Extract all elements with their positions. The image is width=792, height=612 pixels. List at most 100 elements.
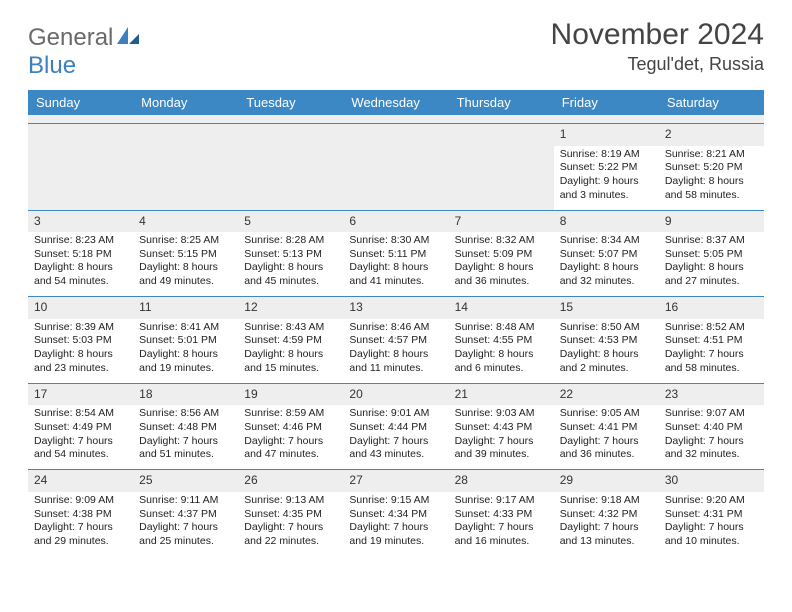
day-detail-line: and 6 minutes.	[455, 362, 548, 376]
day-detail-line: Sunset: 5:15 PM	[139, 248, 232, 262]
day-detail-line: Daylight: 8 hours	[349, 348, 442, 362]
day-detail-line: Daylight: 7 hours	[455, 435, 548, 449]
calendar-cell: 14Sunrise: 8:48 AMSunset: 4:55 PMDayligh…	[449, 297, 554, 384]
day-detail-line: Daylight: 7 hours	[139, 521, 232, 535]
day-content	[28, 146, 133, 210]
day-detail-line	[455, 189, 548, 203]
day-detail-line	[34, 175, 127, 189]
calendar-cell: 1Sunrise: 8:19 AMSunset: 5:22 PMDaylight…	[554, 124, 659, 211]
day-detail-line: Sunset: 5:05 PM	[665, 248, 758, 262]
day-detail-line: Sunrise: 8:54 AM	[34, 407, 127, 421]
calendar-cell: 11Sunrise: 8:41 AMSunset: 5:01 PMDayligh…	[133, 297, 238, 384]
day-detail-line: Sunset: 4:40 PM	[665, 421, 758, 435]
day-content: Sunrise: 8:37 AMSunset: 5:05 PMDaylight:…	[659, 232, 764, 296]
day-detail-line: Daylight: 8 hours	[665, 261, 758, 275]
day-number: 12	[238, 297, 343, 319]
day-detail-line: Sunset: 4:57 PM	[349, 334, 442, 348]
day-content: Sunrise: 9:13 AMSunset: 4:35 PMDaylight:…	[238, 492, 343, 556]
calendar-cell: 4Sunrise: 8:25 AMSunset: 5:15 PMDaylight…	[133, 210, 238, 297]
logo-text-blue: Blue	[28, 52, 76, 79]
day-detail-line: Sunset: 5:03 PM	[34, 334, 127, 348]
day-detail-line: and 43 minutes.	[349, 448, 442, 462]
logo-sail-icon	[117, 24, 139, 52]
day-detail-line: and 39 minutes.	[455, 448, 548, 462]
day-detail-line	[139, 189, 232, 203]
day-detail-line: Sunset: 5:13 PM	[244, 248, 337, 262]
calendar-cell: 7Sunrise: 8:32 AMSunset: 5:09 PMDaylight…	[449, 210, 554, 297]
calendar-cell	[238, 124, 343, 211]
day-detail-line: Sunrise: 9:18 AM	[560, 494, 653, 508]
calendar-cell	[133, 124, 238, 211]
day-detail-line: Sunset: 4:53 PM	[560, 334, 653, 348]
day-detail-line: Sunrise: 8:23 AM	[34, 234, 127, 248]
day-detail-line: Sunset: 4:32 PM	[560, 508, 653, 522]
day-detail-line: Sunrise: 8:37 AM	[665, 234, 758, 248]
day-detail-line: Sunrise: 9:03 AM	[455, 407, 548, 421]
day-content: Sunrise: 8:25 AMSunset: 5:15 PMDaylight:…	[133, 232, 238, 296]
day-content: Sunrise: 8:56 AMSunset: 4:48 PMDaylight:…	[133, 405, 238, 469]
day-content: Sunrise: 8:59 AMSunset: 4:46 PMDaylight:…	[238, 405, 343, 469]
day-content: Sunrise: 8:23 AMSunset: 5:18 PMDaylight:…	[28, 232, 133, 296]
day-detail-line: and 29 minutes.	[34, 535, 127, 549]
day-number: 1	[554, 124, 659, 146]
calendar-week: 24Sunrise: 9:09 AMSunset: 4:38 PMDayligh…	[28, 470, 764, 556]
day-header: Wednesday	[343, 90, 448, 115]
day-number: 11	[133, 297, 238, 319]
day-detail-line: Sunrise: 9:17 AM	[455, 494, 548, 508]
day-detail-line: and 3 minutes.	[560, 189, 653, 203]
calendar-cell: 19Sunrise: 8:59 AMSunset: 4:46 PMDayligh…	[238, 383, 343, 470]
day-detail-line: Sunset: 5:20 PM	[665, 161, 758, 175]
day-detail-line	[139, 148, 232, 162]
calendar-week: 10Sunrise: 8:39 AMSunset: 5:03 PMDayligh…	[28, 297, 764, 384]
day-detail-line	[244, 189, 337, 203]
day-detail-line: Sunrise: 8:30 AM	[349, 234, 442, 248]
day-content: Sunrise: 9:20 AMSunset: 4:31 PMDaylight:…	[659, 492, 764, 556]
day-detail-line: Sunset: 5:18 PM	[34, 248, 127, 262]
calendar-cell: 29Sunrise: 9:18 AMSunset: 4:32 PMDayligh…	[554, 470, 659, 556]
day-detail-line: and 23 minutes.	[34, 362, 127, 376]
day-detail-line	[34, 161, 127, 175]
day-number: 26	[238, 470, 343, 492]
day-number: 3	[28, 211, 133, 233]
day-content: Sunrise: 8:34 AMSunset: 5:07 PMDaylight:…	[554, 232, 659, 296]
calendar-cell: 30Sunrise: 9:20 AMSunset: 4:31 PMDayligh…	[659, 470, 764, 556]
day-detail-line: Sunrise: 8:46 AM	[349, 321, 442, 335]
day-content: Sunrise: 9:18 AMSunset: 4:32 PMDaylight:…	[554, 492, 659, 556]
day-detail-line: Sunrise: 9:01 AM	[349, 407, 442, 421]
location: Tegul'det, Russia	[551, 54, 764, 75]
day-detail-line: Sunset: 4:59 PM	[244, 334, 337, 348]
day-detail-line: Sunrise: 8:43 AM	[244, 321, 337, 335]
calendar-cell: 18Sunrise: 8:56 AMSunset: 4:48 PMDayligh…	[133, 383, 238, 470]
day-content: Sunrise: 9:11 AMSunset: 4:37 PMDaylight:…	[133, 492, 238, 556]
day-content: Sunrise: 8:46 AMSunset: 4:57 PMDaylight:…	[343, 319, 448, 383]
day-number: 29	[554, 470, 659, 492]
day-content	[238, 146, 343, 210]
day-content: Sunrise: 8:50 AMSunset: 4:53 PMDaylight:…	[554, 319, 659, 383]
day-number: 4	[133, 211, 238, 233]
day-detail-line: and 32 minutes.	[560, 275, 653, 289]
day-number: 6	[343, 211, 448, 233]
day-detail-line: Sunrise: 8:56 AM	[139, 407, 232, 421]
day-number	[133, 124, 238, 146]
day-detail-line: and 36 minutes.	[560, 448, 653, 462]
spacer-row	[28, 115, 764, 124]
day-detail-line: and 2 minutes.	[560, 362, 653, 376]
day-content: Sunrise: 9:03 AMSunset: 4:43 PMDaylight:…	[449, 405, 554, 469]
day-number: 10	[28, 297, 133, 319]
day-detail-line: Daylight: 7 hours	[244, 521, 337, 535]
day-detail-line: Sunset: 5:07 PM	[560, 248, 653, 262]
day-number: 22	[554, 384, 659, 406]
calendar-week: 1Sunrise: 8:19 AMSunset: 5:22 PMDaylight…	[28, 124, 764, 211]
calendar-cell: 6Sunrise: 8:30 AMSunset: 5:11 PMDaylight…	[343, 210, 448, 297]
day-detail-line: Sunrise: 8:34 AM	[560, 234, 653, 248]
day-detail-line: Daylight: 8 hours	[560, 261, 653, 275]
day-detail-line: Daylight: 8 hours	[139, 348, 232, 362]
day-header: Sunday	[28, 90, 133, 115]
day-detail-line: Sunset: 5:22 PM	[560, 161, 653, 175]
day-content: Sunrise: 8:48 AMSunset: 4:55 PMDaylight:…	[449, 319, 554, 383]
day-detail-line: Sunrise: 9:05 AM	[560, 407, 653, 421]
day-detail-line	[349, 189, 442, 203]
calendar-cell: 2Sunrise: 8:21 AMSunset: 5:20 PMDaylight…	[659, 124, 764, 211]
day-detail-line	[34, 148, 127, 162]
day-detail-line: Sunrise: 8:41 AM	[139, 321, 232, 335]
